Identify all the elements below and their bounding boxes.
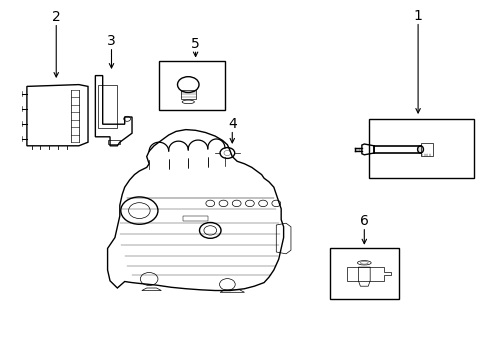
Text: 1: 1 (413, 9, 422, 23)
Bar (98, 85, 117, 128)
Bar (420, 143, 432, 156)
Text: 6: 6 (359, 215, 368, 228)
Text: 5: 5 (191, 37, 200, 51)
Ellipse shape (417, 146, 423, 153)
Bar (368, 119, 473, 178)
Text: 4: 4 (227, 117, 236, 131)
Bar (159, 61, 224, 110)
Text: 3: 3 (107, 35, 116, 48)
Bar (329, 248, 398, 299)
Text: 2: 2 (52, 10, 61, 24)
